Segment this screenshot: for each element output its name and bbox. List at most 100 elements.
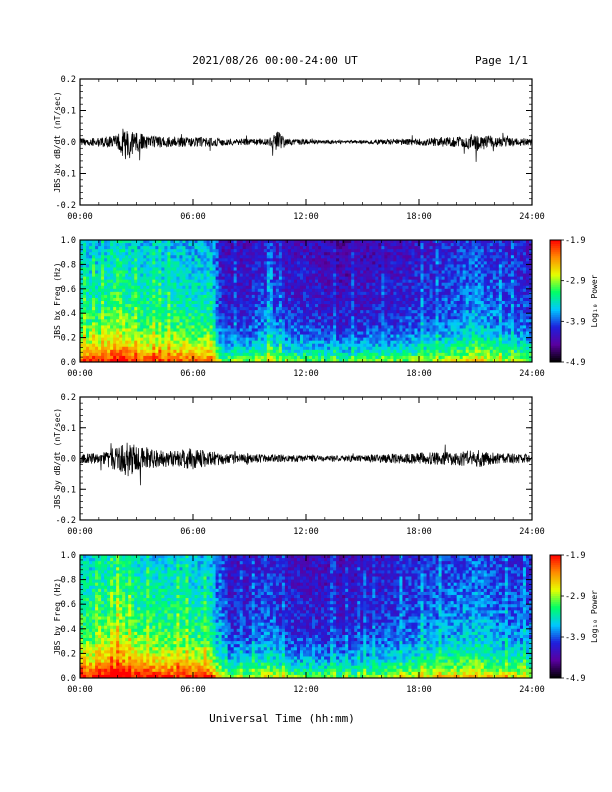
spectrogram-cell <box>233 240 238 244</box>
spectrogram-cell <box>224 328 229 332</box>
spectrogram-cell <box>387 267 391 271</box>
spectrogram-cell <box>387 301 391 305</box>
spectrogram-cell <box>296 273 301 277</box>
spectrogram-cell <box>360 246 364 250</box>
spectrogram-cell <box>387 313 391 317</box>
spectrogram-cell <box>420 288 424 293</box>
spectrogram-cell <box>296 340 301 345</box>
spectrogram-cell <box>315 331 319 335</box>
spectrogram-cell <box>396 285 400 290</box>
spectrogram-cell <box>330 346 334 351</box>
spectrogram-cell <box>290 255 295 259</box>
spectrogram-cell <box>309 264 313 268</box>
spectrogram-cell <box>179 264 183 268</box>
spectrogram-cell <box>92 297 96 302</box>
spectrogram-cell <box>107 352 111 357</box>
spectrogram-cell <box>312 325 316 329</box>
spectrogram-cell <box>227 316 232 320</box>
spectrogram-cell <box>426 331 430 335</box>
spectrogram-cell <box>444 331 449 335</box>
spectrogram-cell <box>396 304 400 308</box>
spectrogram-cell <box>245 282 250 287</box>
spectrogram-cell <box>251 337 256 342</box>
spectrogram-cell <box>137 264 141 268</box>
spectrogram-cell <box>167 322 171 326</box>
spectrogram-cell <box>360 349 364 354</box>
spectrogram-cell <box>296 355 301 360</box>
spectrogram-cell <box>155 316 159 320</box>
spectrogram-cell <box>200 355 204 360</box>
spectrogram-cell <box>167 243 171 247</box>
spectrogram-cell <box>179 304 183 308</box>
spectrogram-cell <box>170 240 174 244</box>
spectrogram-cell <box>441 313 446 317</box>
spectrogram-cell <box>435 337 439 342</box>
spectrogram-cell <box>387 304 391 308</box>
spectrogram-cell <box>122 252 126 256</box>
spectrogram-cell <box>318 285 322 290</box>
spectrogram-cell <box>224 322 229 326</box>
spectrogram-cell <box>351 282 355 287</box>
spectrogram-cell <box>269 252 274 256</box>
spectrogram-cell <box>275 267 280 271</box>
spectrogram-cell <box>342 307 346 311</box>
spectrogram-cell <box>423 358 427 363</box>
spectrogram-cell <box>245 325 250 329</box>
spectrogram-cell <box>293 288 298 293</box>
spectrogram-cell <box>345 282 349 287</box>
spectrogram-cell <box>131 261 135 265</box>
spectrogram-cell <box>420 355 424 360</box>
spectrogram-cell <box>179 252 183 256</box>
spectrogram-cell <box>290 328 295 332</box>
spectrogram-cell <box>393 358 397 363</box>
spectrogram-cell <box>149 240 153 244</box>
spectrogram-cell <box>152 352 156 357</box>
spectrogram-cell <box>351 243 355 247</box>
spectrogram-cell <box>257 346 262 351</box>
spectrogram-cell <box>107 355 111 360</box>
spectrogram-cell <box>345 297 349 302</box>
spectrogram-cell <box>170 319 174 323</box>
spectrogram-cell <box>218 291 223 296</box>
spectrogram-cell <box>203 270 207 274</box>
spectrogram-cell <box>336 282 340 287</box>
spectrogram-cell <box>411 255 415 259</box>
spectrogram-cell <box>200 264 204 268</box>
spectrogram-cell <box>197 358 201 363</box>
spectrogram-cell <box>372 246 376 250</box>
spectrogram-cell <box>233 273 238 277</box>
spectrogram-cell <box>125 307 129 311</box>
spectrogram-cell <box>435 291 439 296</box>
spectrogram-cell <box>408 273 412 277</box>
spectrogram-cell <box>239 343 244 348</box>
spectrogram-cell <box>179 267 183 271</box>
spectrogram-cell <box>375 304 379 308</box>
spectrogram-cell <box>230 310 235 314</box>
spectrogram-cell <box>324 340 328 345</box>
spectrogram-cell <box>287 243 292 247</box>
spectrogram-cell <box>275 349 280 354</box>
spectrogram-cell <box>266 294 271 299</box>
spectrogram-cell <box>318 261 322 265</box>
spectrogram-cell <box>284 258 289 262</box>
spectrogram-cell <box>390 267 394 271</box>
spectrogram-cell <box>149 316 153 320</box>
spectrogram-cell <box>257 246 262 250</box>
spectrogram-cell <box>299 255 304 259</box>
spectrogram-cell <box>324 349 328 354</box>
spectrogram-cell <box>266 316 271 320</box>
spectrogram-cell <box>357 340 361 345</box>
spectrogram-cell <box>227 264 232 268</box>
spectrogram-cell <box>134 325 138 329</box>
spectrogram-cell <box>101 276 105 281</box>
spectrogram-cell <box>333 328 337 332</box>
spectrogram-cell <box>287 294 292 299</box>
spectrogram-cell <box>191 340 195 345</box>
spectrogram-cell <box>321 334 325 338</box>
spectrogram-cell <box>140 352 144 357</box>
spectrogram-cell <box>122 343 126 348</box>
spectrogram-cell <box>128 325 132 329</box>
spectrogram-cell <box>309 288 313 293</box>
spectrogram-cell <box>321 264 325 268</box>
spectrogram-cell <box>375 337 379 342</box>
